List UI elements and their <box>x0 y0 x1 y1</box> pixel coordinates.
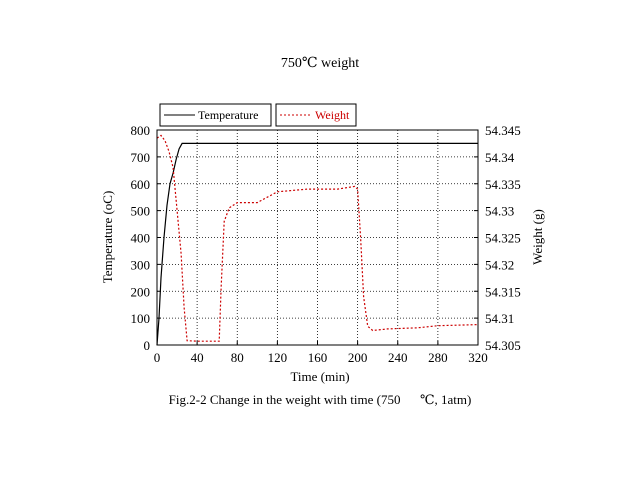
y-right-tick-label: 54.34 <box>485 150 515 165</box>
x-tick-label: 280 <box>428 350 448 365</box>
y-left-tick-label: 600 <box>131 177 151 192</box>
legend-box-temperature <box>159 103 272 127</box>
y-axis-label-left: Temperature (oC) <box>100 191 115 284</box>
legend-label-weight: Weight <box>315 108 350 122</box>
y-right-tick-label: 54.32 <box>485 257 514 272</box>
legend-label-temperature: Temperature <box>198 108 258 122</box>
x-tick-label: 200 <box>348 350 368 365</box>
y-left-tick-label: 100 <box>131 311 151 326</box>
y-left-tick-label: 0 <box>144 338 151 353</box>
y-axis-label-right: Weight (g) <box>530 209 545 265</box>
x-tick-labels: 0 40 80 120 160 200 240 280 320 <box>154 341 488 365</box>
x-tick-label: 0 <box>154 350 161 365</box>
y-right-tick-label: 54.31 <box>485 311 514 326</box>
y-left-tick-labels: 0 100 200 300 400 500 600 700 800 <box>131 123 161 353</box>
y-right-tick-label: 54.325 <box>485 231 521 246</box>
legend-box-weight <box>275 103 357 127</box>
legend: Temperature Weight <box>159 103 357 127</box>
y-right-tick-labels: 54.305 54.31 54.315 54.32 54.325 54.33 54.335 5… <box>474 123 521 353</box>
series-line-weight <box>156 134 479 342</box>
x-tick-label: 120 <box>268 350 288 365</box>
x-tick-label: 40 <box>191 350 204 365</box>
x-tick-label: 160 <box>308 350 328 365</box>
x-tick-label: 240 <box>388 350 408 365</box>
y-left-tick-label: 800 <box>131 123 151 138</box>
y-right-tick-label: 54.335 <box>485 177 521 192</box>
x-tick-label: 80 <box>231 350 244 365</box>
y-left-tick-label: 700 <box>131 150 151 165</box>
chart-title: 750℃ weight <box>281 56 359 71</box>
y-left-tick-label: 500 <box>131 204 151 219</box>
grid <box>157 130 478 345</box>
y-right-tick-label: 54.33 <box>485 204 514 219</box>
y-right-tick-label: 54.345 <box>485 123 521 138</box>
y-left-tick-label: 400 <box>131 231 151 246</box>
x-axis-label: Time (min) <box>290 369 349 384</box>
y-left-tick-label: 200 <box>131 284 151 299</box>
figure-caption: Fig.2-2 Change in the weight with time (… <box>169 392 472 407</box>
y-right-tick-label: 54.315 <box>485 284 521 299</box>
y-left-tick-label: 300 <box>131 257 151 272</box>
x-tick-label: 320 <box>468 350 488 365</box>
y-right-tick-label: 54.305 <box>485 338 521 353</box>
